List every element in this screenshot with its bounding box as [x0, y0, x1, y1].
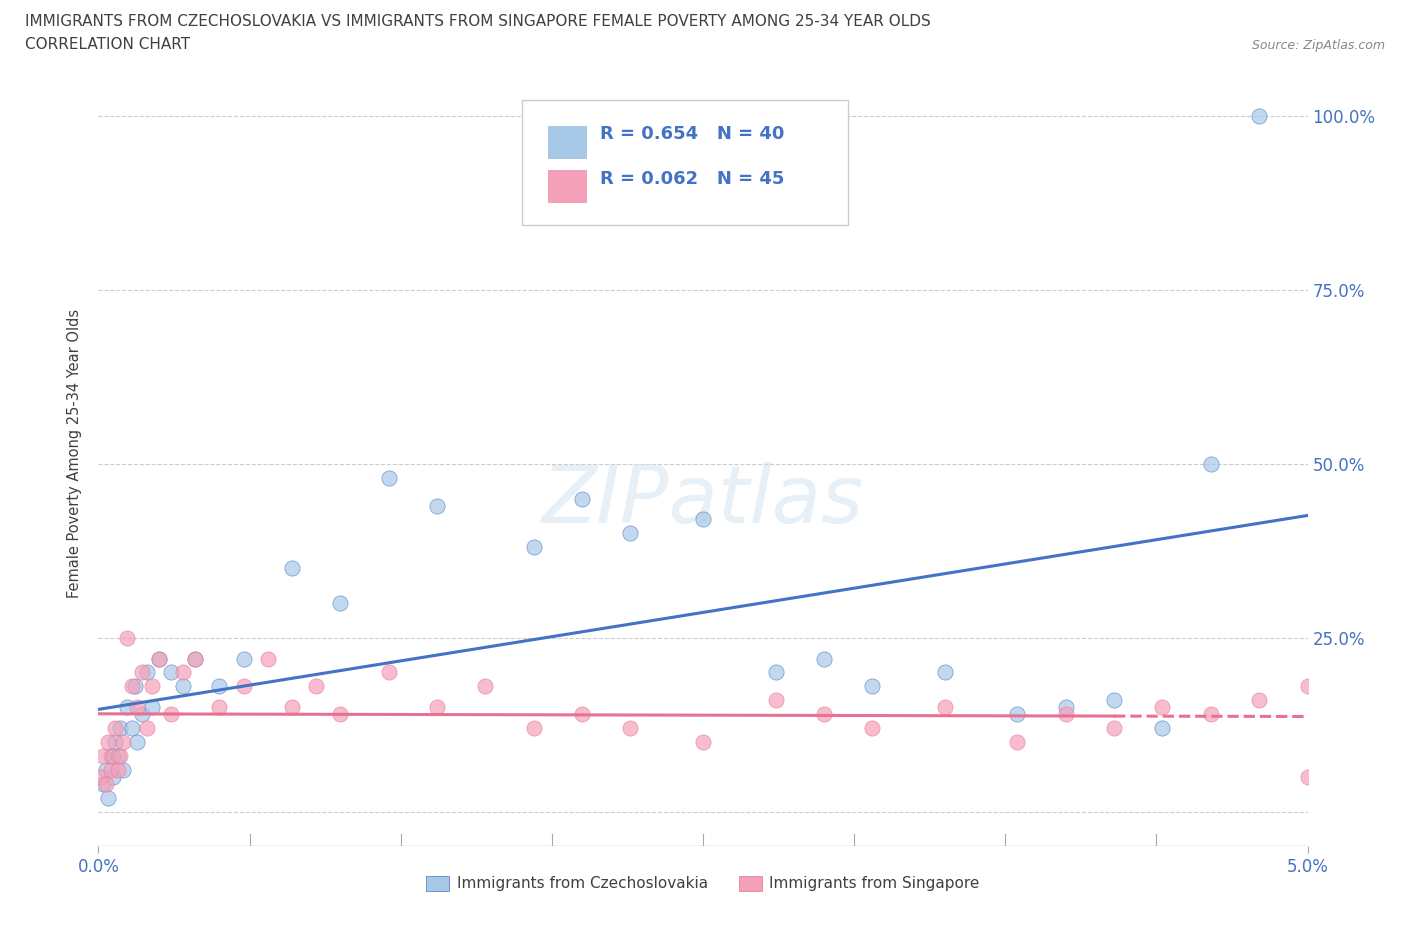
Point: [1152, 699, 1174, 714]
Point: [121, 679, 143, 694]
Point: [107, 763, 129, 777]
Point: [1054, 699, 1077, 714]
Point: [860, 721, 883, 736]
Text: CORRELATION CHART: CORRELATION CHART: [25, 37, 190, 52]
Point: [94, 763, 117, 777]
Point: [208, 679, 231, 694]
Point: [1007, 735, 1029, 750]
Point: [1102, 721, 1125, 736]
Point: [141, 679, 163, 694]
Point: [104, 735, 127, 750]
Point: [426, 498, 449, 513]
FancyBboxPatch shape: [522, 100, 848, 225]
Point: [523, 721, 546, 736]
Point: [100, 749, 122, 764]
Point: [474, 679, 496, 694]
Point: [172, 665, 194, 680]
Point: [692, 735, 714, 750]
Point: [1296, 679, 1319, 694]
Point: [305, 679, 328, 694]
Point: [148, 651, 170, 666]
Point: [100, 763, 122, 777]
Point: [148, 651, 170, 666]
Point: [97, 790, 120, 805]
Point: [692, 512, 714, 527]
Point: [101, 769, 124, 784]
Point: [329, 595, 352, 610]
Text: Source: ZipAtlas.com: Source: ZipAtlas.com: [1251, 39, 1385, 52]
Point: [160, 707, 183, 722]
Point: [127, 735, 149, 750]
Text: ZIPatlas: ZIPatlas: [541, 461, 865, 539]
Point: [108, 721, 131, 736]
Point: [619, 525, 641, 540]
Point: [208, 699, 231, 714]
Point: [1199, 707, 1222, 722]
Point: [232, 651, 254, 666]
Point: [377, 471, 399, 485]
Point: [1102, 693, 1125, 708]
Point: [1249, 693, 1271, 708]
Point: [571, 707, 593, 722]
Point: [91, 777, 114, 791]
Point: [281, 699, 304, 714]
Point: [1296, 769, 1319, 784]
Point: [135, 721, 157, 736]
Point: [101, 749, 124, 764]
Text: R = 0.062   N = 45: R = 0.062 N = 45: [600, 170, 785, 189]
Y-axis label: Female Poverty Among 25-34 Year Olds: Female Poverty Among 25-34 Year Olds: [67, 309, 83, 598]
Point: [94, 777, 117, 791]
Point: [131, 665, 153, 680]
Point: [141, 699, 163, 714]
Legend: Immigrants from Czechoslovakia, Immigrants from Singapore: Immigrants from Czechoslovakia, Immigran…: [420, 870, 986, 897]
Point: [127, 699, 149, 714]
Point: [426, 699, 449, 714]
Point: [117, 631, 139, 645]
Point: [172, 679, 194, 694]
Point: [111, 735, 134, 750]
Point: [184, 651, 207, 666]
Point: [571, 491, 593, 506]
Point: [329, 707, 352, 722]
Point: [860, 679, 883, 694]
Text: IMMIGRANTS FROM CZECHOSLOVAKIA VS IMMIGRANTS FROM SINGAPORE FEMALE POVERTY AMONG: IMMIGRANTS FROM CZECHOSLOVAKIA VS IMMIGR…: [25, 14, 931, 29]
Point: [619, 721, 641, 736]
Point: [1152, 721, 1174, 736]
Point: [377, 665, 399, 680]
Point: [765, 693, 787, 708]
Point: [111, 763, 134, 777]
Point: [160, 665, 183, 680]
Point: [934, 699, 956, 714]
Point: [281, 561, 304, 576]
Point: [1199, 457, 1222, 472]
Point: [131, 707, 153, 722]
Point: [90, 769, 112, 784]
Point: [934, 665, 956, 680]
Point: [523, 539, 546, 554]
Text: R = 0.654   N = 40: R = 0.654 N = 40: [600, 125, 785, 143]
Point: [117, 699, 139, 714]
Point: [1249, 109, 1271, 124]
Point: [1054, 707, 1077, 722]
Point: [108, 749, 131, 764]
Point: [232, 679, 254, 694]
Point: [765, 665, 787, 680]
Point: [813, 651, 835, 666]
Point: [135, 665, 157, 680]
Point: [256, 651, 278, 666]
Point: [1007, 707, 1029, 722]
FancyBboxPatch shape: [548, 170, 586, 204]
Point: [104, 721, 127, 736]
Point: [121, 721, 143, 736]
Point: [124, 679, 146, 694]
Point: [91, 749, 114, 764]
Point: [184, 651, 207, 666]
Point: [813, 707, 835, 722]
Point: [97, 735, 120, 750]
Point: [107, 749, 129, 764]
FancyBboxPatch shape: [548, 126, 586, 159]
